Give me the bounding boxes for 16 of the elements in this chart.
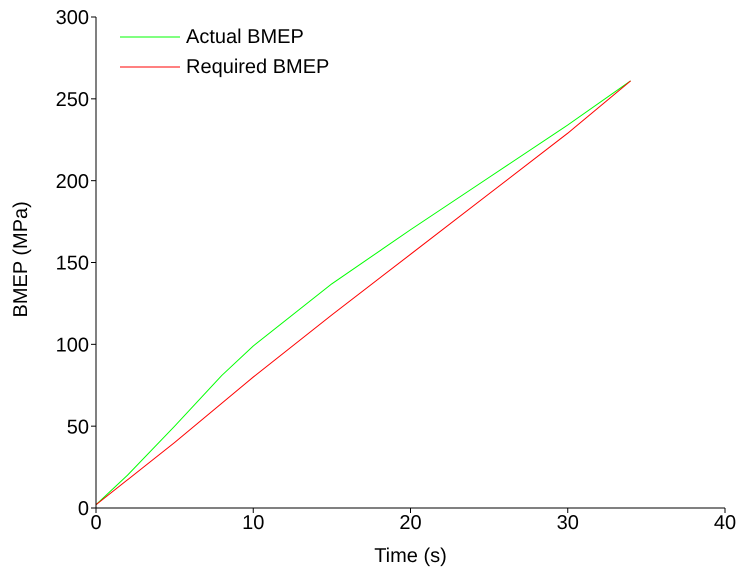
y-axis-title: BMEP (MPa) <box>10 201 32 318</box>
y-tick-label: 150 <box>56 252 89 275</box>
x-axis-title: Time (s) <box>374 545 447 567</box>
y-tick-label: 300 <box>56 7 89 30</box>
y-tick-label: 250 <box>56 88 89 111</box>
x-tick-label: 10 <box>242 512 264 534</box>
x-tick-label: 20 <box>399 512 422 534</box>
legend-label: Required BMEP <box>186 55 330 80</box>
legend-label: Actual BMEP <box>186 25 304 50</box>
line-series <box>96 80 632 506</box>
y-tick-label: 0 <box>78 498 89 520</box>
y-tick-label: 100 <box>56 334 89 356</box>
x-tick-label: 40 <box>714 512 736 534</box>
y-tick-label: 50 <box>66 416 89 438</box>
x-tick-label: 30 <box>556 512 579 534</box>
y-tick-label: 200 <box>56 170 89 193</box>
